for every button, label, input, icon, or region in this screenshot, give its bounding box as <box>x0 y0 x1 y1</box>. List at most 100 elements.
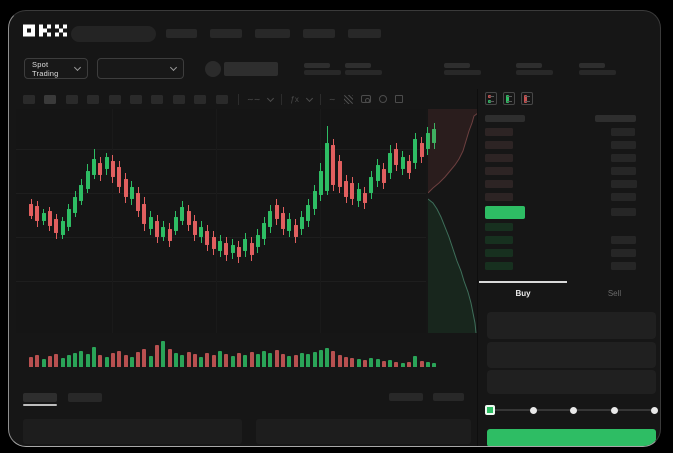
candle <box>218 241 222 251</box>
nav-item-1[interactable] <box>210 29 242 38</box>
orders-filter-skeleton-1[interactable] <box>433 393 464 401</box>
chevron-down-icon[interactable] <box>305 94 313 102</box>
fullscreen-icon[interactable] <box>394 95 403 103</box>
chevron-down-icon <box>169 63 178 72</box>
ask-price-skeleton[interactable] <box>485 128 513 136</box>
book-asks-icon[interactable] <box>521 92 533 105</box>
buy-button[interactable] <box>487 429 656 446</box>
pair-dropdown[interactable] <box>97 58 184 79</box>
candle <box>110 161 115 177</box>
ask-price-skeleton[interactable] <box>485 141 513 149</box>
total-input-skeleton[interactable] <box>487 370 656 394</box>
brush-stripes-icon[interactable] <box>343 94 353 104</box>
bid-price-skeleton[interactable] <box>485 236 513 244</box>
bid-price-skeleton[interactable] <box>485 249 513 257</box>
nav-item-0[interactable] <box>166 29 197 38</box>
ask-price-skeleton[interactable] <box>485 154 513 162</box>
volume-bar <box>375 359 380 367</box>
candle <box>425 133 430 149</box>
candle <box>255 235 260 247</box>
volume-bar <box>369 358 374 367</box>
camera-icon[interactable] <box>360 95 371 103</box>
orders-tab-1[interactable] <box>68 393 102 402</box>
nav-item-3[interactable] <box>303 29 335 38</box>
price-input-skeleton[interactable] <box>487 312 656 339</box>
candle <box>29 204 33 216</box>
volume-bar <box>255 354 260 367</box>
volume-bar <box>192 354 197 367</box>
bid-amount-skeleton <box>611 249 636 257</box>
chevron-down-icon[interactable] <box>267 94 275 102</box>
volume-bar <box>337 355 342 367</box>
candle <box>224 243 229 255</box>
candle <box>129 187 134 199</box>
timeframe-button-8[interactable] <box>194 95 207 104</box>
volume-bar <box>35 355 40 367</box>
slider-stop-4[interactable] <box>651 406 658 414</box>
candle <box>356 189 361 201</box>
volume-bar <box>54 354 59 367</box>
ask-price-skeleton[interactable] <box>485 180 513 188</box>
ask-price-skeleton[interactable] <box>485 167 513 175</box>
candle <box>344 181 348 197</box>
candle <box>173 217 178 231</box>
book-both-icon[interactable] <box>485 92 497 105</box>
amount-slider-handle[interactable] <box>485 405 495 415</box>
candle <box>331 145 336 185</box>
orders-filter-skeleton-0[interactable] <box>389 393 423 401</box>
candle <box>117 167 122 187</box>
ask-amount-skeleton <box>611 154 636 162</box>
volume-bar <box>79 351 84 367</box>
timeframe-button-0[interactable] <box>23 95 35 104</box>
trading-app-window: Spot Trading ∼∼ ƒx ∼ <box>8 10 661 447</box>
book-bids-icon[interactable] <box>503 92 515 105</box>
market-type-dropdown[interactable]: Spot Trading <box>24 58 88 79</box>
candle <box>262 223 267 239</box>
tab-buy[interactable]: Buy <box>479 281 567 303</box>
trade-tabs: Buy Sell <box>479 281 660 303</box>
volume-bar <box>381 361 386 367</box>
candlestick-chart[interactable] <box>16 109 437 333</box>
search-input[interactable] <box>71 26 156 42</box>
gridline-v-0 <box>112 109 113 333</box>
ask-price-skeleton[interactable] <box>485 193 513 201</box>
slider-stop-1[interactable] <box>529 406 537 414</box>
volume-bar <box>92 347 96 367</box>
volume-bar <box>236 353 241 367</box>
candle <box>350 183 355 199</box>
volume-bar <box>73 353 78 367</box>
volume-bar <box>230 356 235 367</box>
timeframe-button-9[interactable] <box>215 95 228 104</box>
nav-item-4[interactable] <box>348 29 381 38</box>
candle <box>381 169 386 183</box>
gridline-h-3 <box>16 281 426 282</box>
timeframe-button-5[interactable] <box>129 95 142 104</box>
slider-stop-2[interactable] <box>570 406 577 414</box>
orders-tab-0[interactable] <box>23 393 57 402</box>
volume-bar <box>293 355 298 367</box>
amount-input-skeleton[interactable] <box>487 342 656 368</box>
bid-price-skeleton[interactable] <box>485 223 513 231</box>
bid-price-skeleton[interactable] <box>485 262 513 270</box>
timeframe-button-7[interactable] <box>172 95 185 104</box>
slider-stop-3[interactable] <box>610 406 618 414</box>
candle <box>167 229 172 241</box>
volume-bar <box>180 355 185 367</box>
tab-sell[interactable]: Sell <box>607 288 622 298</box>
candle <box>98 163 103 175</box>
timeframe-button-1[interactable] <box>44 95 57 104</box>
volume-bar <box>419 361 424 367</box>
timeframe-button-3[interactable] <box>87 95 100 104</box>
nav-item-2[interactable] <box>255 29 290 38</box>
zigzag-icon[interactable]: ∼∼ <box>247 94 261 104</box>
volume-bar <box>331 351 336 367</box>
target-circle-icon[interactable] <box>378 95 387 103</box>
timeframe-button-2[interactable] <box>65 95 78 104</box>
volume-bar <box>394 362 399 367</box>
wave-icon[interactable]: ∼ <box>328 94 336 104</box>
timeframe-button-6[interactable] <box>151 95 164 104</box>
fx-indicator-icon[interactable]: ƒx <box>290 94 299 104</box>
gridline-h-1 <box>16 193 426 194</box>
timeframe-button-4[interactable] <box>108 95 121 104</box>
